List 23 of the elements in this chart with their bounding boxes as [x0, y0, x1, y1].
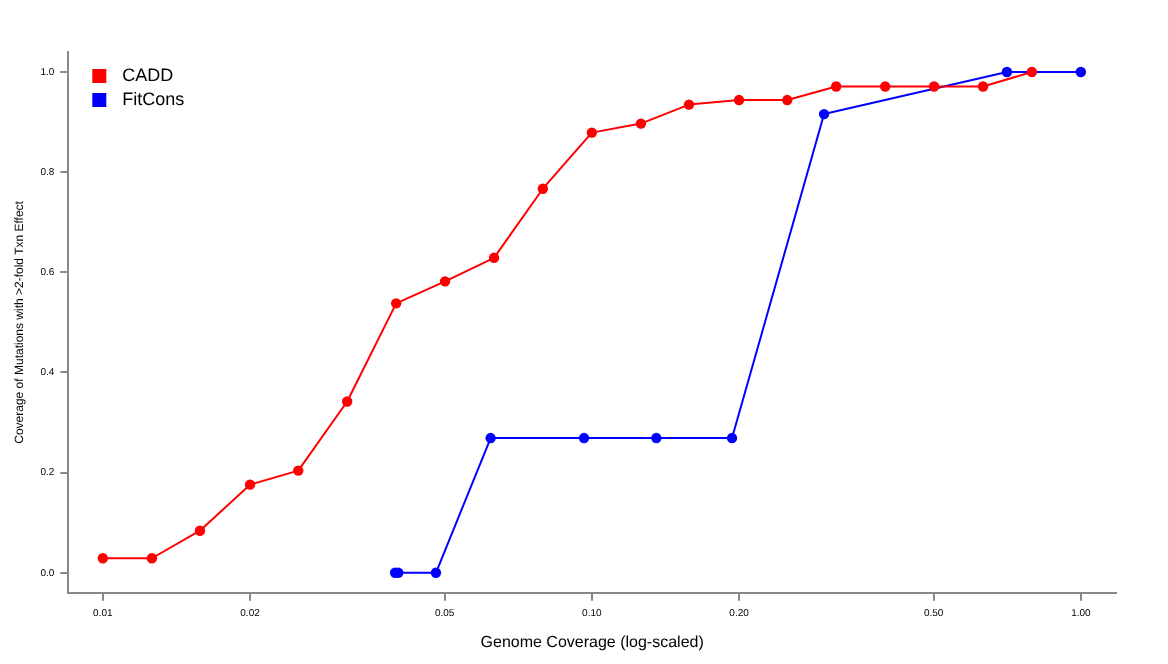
point	[977, 81, 989, 92]
point	[635, 118, 647, 129]
point	[146, 553, 158, 564]
point	[194, 525, 206, 536]
point	[293, 465, 304, 476]
point	[928, 81, 940, 92]
point	[782, 94, 793, 106]
point	[488, 252, 500, 263]
legend-label: FitCons	[122, 88, 186, 109]
point	[1026, 66, 1038, 78]
point	[586, 127, 598, 138]
point	[341, 396, 353, 407]
point	[244, 479, 256, 490]
legend-label: CADD	[122, 64, 175, 85]
point	[97, 553, 109, 564]
point	[537, 183, 549, 194]
point	[439, 276, 451, 287]
point	[683, 99, 695, 110]
point	[390, 298, 402, 309]
x-axis-title: Genome Coverage (log-scaled)	[480, 632, 705, 651]
point	[830, 81, 842, 92]
point	[879, 81, 891, 92]
point	[733, 94, 745, 106]
